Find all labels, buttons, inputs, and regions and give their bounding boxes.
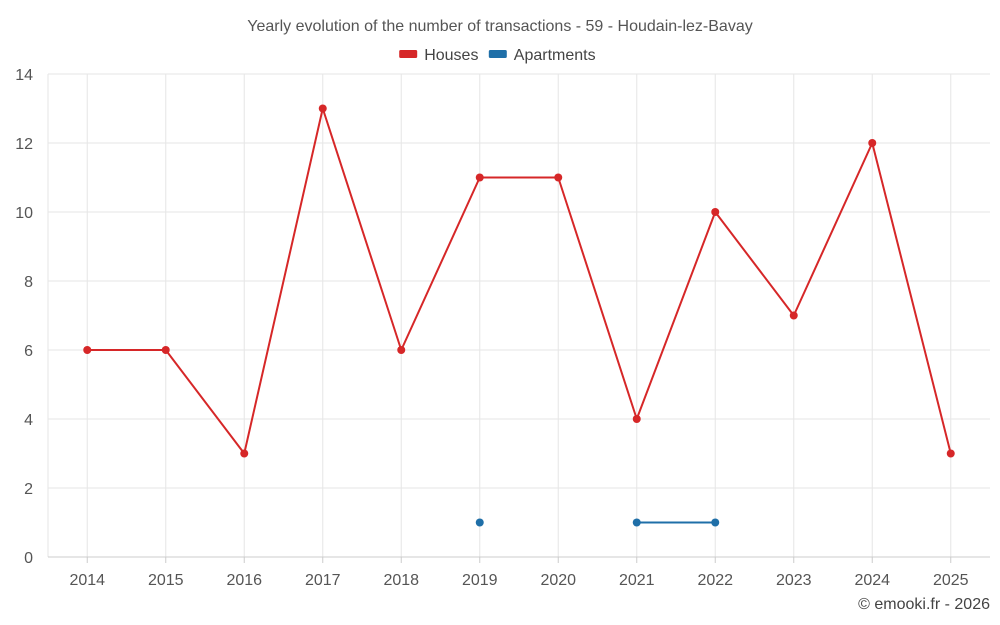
houses-data-point[interactable] [475, 173, 484, 182]
legend-label-houses: Houses [424, 47, 478, 64]
apartments-data-point[interactable] [711, 518, 720, 527]
y-tick-label: 8 [24, 274, 33, 291]
x-tick-label: 2024 [854, 572, 890, 589]
houses-data-point[interactable] [83, 346, 92, 354]
y-tick-label: 10 [15, 205, 33, 222]
chart-title: Yearly evolution of the number of transa… [247, 18, 752, 35]
legend-swatch-houses [399, 50, 418, 58]
houses-data-point[interactable] [946, 449, 955, 458]
x-tick-label: 2022 [697, 572, 733, 589]
axes: 0 2 4 6 8 10 12 14 2014 2015 2016 2017 2018 2019 2020 2… [15, 67, 990, 589]
houses-data-point[interactable] [397, 346, 406, 354]
x-tick-label: 2020 [540, 572, 576, 589]
credit-text: © emooki.fr - 2026 [858, 596, 990, 613]
houses-data-point[interactable] [240, 449, 249, 458]
y-tick-label: 2 [24, 481, 33, 498]
y-tick-label: 12 [15, 136, 33, 153]
x-tick-label: 2017 [305, 572, 341, 589]
legend: Houses Apartments [399, 47, 596, 64]
x-tick-label: 2018 [383, 572, 419, 589]
apartments-data-point[interactable] [475, 518, 484, 527]
legend-item-houses[interactable]: Houses [399, 47, 478, 64]
x-tick-label: 2016 [226, 572, 262, 589]
houses-data-point[interactable] [868, 139, 877, 147]
legend-label-apartments: Apartments [514, 47, 596, 64]
houses-series-line [87, 107, 952, 455]
y-tick-label: 14 [15, 67, 33, 84]
x-tick-label: 2025 [933, 572, 969, 589]
x-tick-label: 2021 [619, 572, 655, 589]
legend-item-apartments[interactable]: Apartments [488, 47, 596, 64]
houses-data-point[interactable] [318, 104, 327, 113]
x-tick-label: 2014 [69, 572, 105, 589]
x-tick-label: 2023 [776, 572, 812, 589]
x-tick-label: 2019 [462, 572, 498, 589]
x-tick-label: 2015 [148, 572, 184, 589]
houses-data-point[interactable] [711, 208, 720, 216]
houses-data-point[interactable] [789, 311, 798, 320]
grid [47, 73, 990, 557]
series-layer [83, 104, 955, 527]
apartments-data-point[interactable] [632, 518, 641, 527]
legend-swatch-apartments [488, 50, 507, 58]
y-tick-label: 0 [24, 550, 33, 567]
y-tick-label: 6 [24, 343, 33, 360]
houses-data-point[interactable] [161, 346, 170, 354]
houses-data-point[interactable] [554, 173, 563, 182]
y-tick-label: 4 [24, 412, 33, 429]
houses-data-point[interactable] [632, 415, 641, 423]
